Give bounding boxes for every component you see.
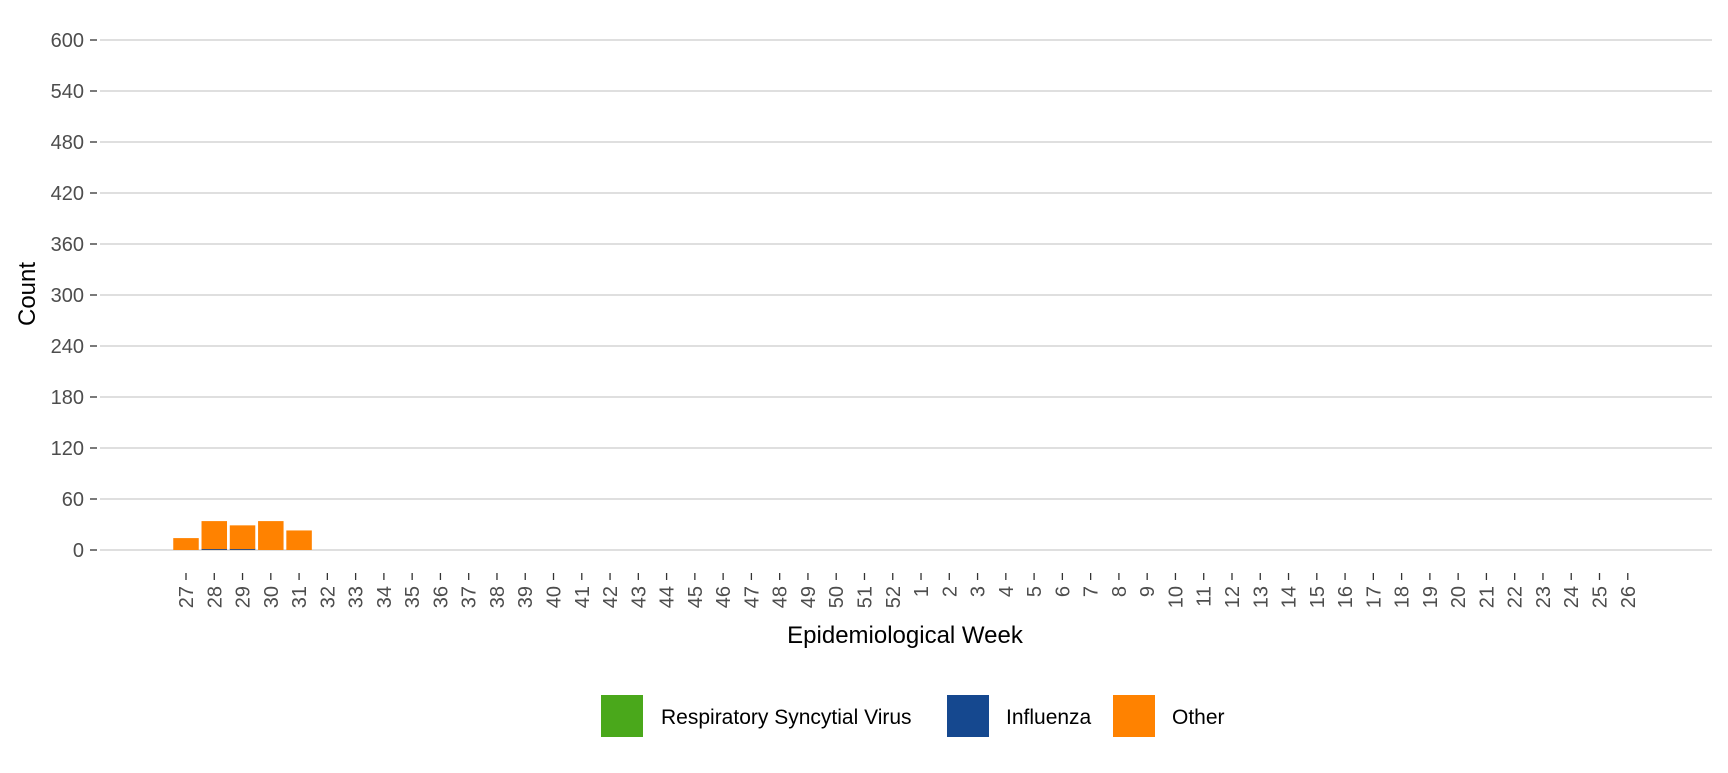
y-tick-label: 120	[51, 438, 84, 460]
bars	[173, 521, 312, 550]
x-tick-label: 44	[657, 586, 679, 608]
y-axis-title: Count	[14, 262, 41, 326]
x-tick-label: 28	[204, 586, 226, 608]
x-tick-label: 32	[317, 586, 339, 608]
x-tick-label: 51	[854, 586, 876, 608]
x-tick-label: 25	[1590, 586, 1612, 608]
x-tick-label: 26	[1618, 586, 1640, 608]
x-tick-label: 39	[515, 586, 537, 608]
x-tick-label: 8	[1109, 586, 1131, 597]
legend-swatch-respiratory-syncytial-virus	[601, 695, 643, 737]
x-tick-label: 27	[176, 586, 198, 608]
legend-label: Other	[1172, 706, 1225, 729]
x-tick-label: 46	[713, 586, 735, 608]
x-tick-label: 37	[459, 586, 481, 608]
x-tick-label: 20	[1448, 586, 1470, 608]
x-tick-label: 10	[1165, 586, 1187, 608]
legend-swatch-influenza	[947, 695, 989, 737]
x-tick-label: 35	[402, 586, 424, 608]
x-tick-label: 13	[1250, 586, 1272, 608]
y-axis: 0 60 120 180 240 300 360 420 480 540 600	[51, 30, 97, 562]
x-tick-label: 52	[883, 586, 905, 608]
bar-other-week-28	[201, 521, 228, 550]
x-tick-label: 31	[289, 586, 311, 608]
y-tick-label: 180	[51, 387, 84, 409]
y-tick-label: 360	[51, 234, 84, 256]
x-tick-label: 15	[1307, 586, 1329, 608]
y-tick-label: 300	[51, 285, 84, 307]
x-tick-label: 50	[826, 586, 848, 608]
x-axis: 27 28 29 30 31 32 33 34 35 36 37 38 39 40 41 42 43 44 45 46…	[176, 573, 1640, 608]
legend-label: Influenza	[1006, 706, 1092, 729]
x-tick-label: 45	[685, 586, 707, 608]
x-tick-label: 33	[346, 586, 368, 608]
x-tick-label: 16	[1335, 586, 1357, 608]
x-tick-label: 36	[430, 586, 452, 608]
y-tick-label: 540	[51, 81, 84, 103]
legend: Respiratory Syncytial Virus Influenza Othe…	[601, 695, 1225, 737]
y-tick-label: 600	[51, 30, 84, 52]
x-tick-label: 49	[798, 586, 820, 608]
x-tick-label: 19	[1420, 586, 1442, 608]
x-tick-label: 4	[996, 586, 1018, 597]
bar-other-week-29	[229, 525, 256, 550]
legend-swatch-other	[1113, 695, 1155, 737]
x-tick-label: 41	[572, 586, 594, 608]
x-tick-label: 22	[1505, 586, 1527, 608]
x-tick-label: 17	[1363, 586, 1385, 608]
x-tick-label: 11	[1194, 586, 1216, 607]
bar-influenza-week-29	[229, 548, 256, 550]
x-tick-label: 21	[1476, 586, 1498, 608]
x-tick-label: 23	[1533, 586, 1555, 608]
x-tick-label: 30	[261, 586, 283, 608]
x-axis-title: Epidemiological Week	[787, 622, 1024, 649]
y-tick-label: 420	[51, 183, 84, 205]
legend-label: Respiratory Syncytial Virus	[661, 706, 912, 729]
bar-influenza-week-28	[201, 548, 228, 550]
bar-other-week-30	[258, 521, 284, 550]
x-tick-label: 5	[1024, 586, 1046, 597]
bar-other-week-31	[286, 530, 312, 550]
x-tick-label: 18	[1392, 586, 1414, 608]
x-tick-label: 3	[968, 586, 990, 597]
x-tick-label: 43	[628, 586, 650, 608]
x-tick-label: 12	[1222, 586, 1244, 608]
x-tick-label: 38	[487, 586, 509, 608]
x-tick-label: 2	[939, 586, 961, 597]
x-tick-label: 42	[600, 586, 622, 608]
x-tick-label: 34	[374, 586, 396, 608]
x-tick-label: 24	[1561, 586, 1583, 608]
x-tick-label: 40	[544, 586, 566, 608]
x-tick-label: 9	[1137, 586, 1159, 597]
y-tick-label: 240	[51, 336, 84, 358]
y-tick-label: 480	[51, 132, 84, 154]
x-tick-label: 1	[911, 586, 933, 597]
y-tick-label: 60	[62, 489, 84, 511]
x-tick-label: 48	[770, 586, 792, 608]
y-tick-label: 0	[73, 540, 84, 562]
x-tick-label: 6	[1052, 586, 1074, 597]
x-tick-label: 29	[233, 586, 255, 608]
x-tick-label: 14	[1279, 586, 1301, 608]
x-tick-label: 7	[1081, 586, 1103, 597]
gridlines	[100, 39, 1712, 551]
bar-other-week-27	[173, 538, 199, 550]
x-tick-label: 47	[741, 586, 763, 608]
